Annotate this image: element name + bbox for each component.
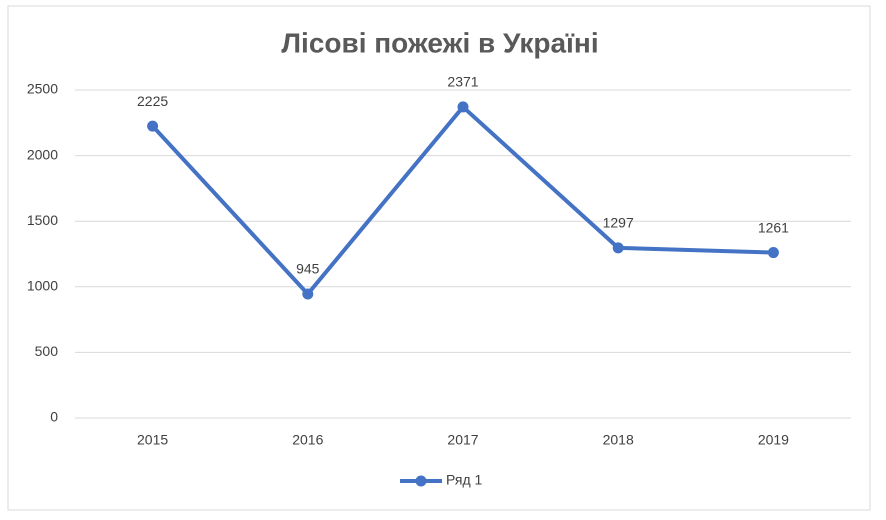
y-tick-label: 2000 [27,146,58,162]
x-tick-label: 2019 [758,432,789,448]
chart-title: Лісові пожежі в Україні [281,27,598,58]
data-label: 1261 [758,219,789,235]
y-tick-label: 1000 [27,278,58,294]
y-tick-label: 500 [35,343,59,359]
legend-marker [415,475,427,487]
point-marker [767,247,779,259]
x-tick-label: 2016 [292,432,323,448]
legend-label: Ряд 1 [446,472,483,488]
point-marker [147,120,159,132]
data-label: 2371 [447,74,478,90]
data-label: 945 [296,261,320,277]
data-label: 1297 [603,215,634,231]
x-tick-label: 2017 [447,432,478,448]
x-tick-label: 2018 [603,432,634,448]
y-tick-label: 2500 [27,81,58,97]
data-label: 2225 [137,93,168,109]
point-marker [457,101,469,113]
point-marker [302,288,314,300]
y-tick-label: 1500 [27,212,58,228]
point-marker [612,242,624,254]
x-tick-label: 2015 [137,432,168,448]
y-tick-label: 0 [50,409,58,425]
